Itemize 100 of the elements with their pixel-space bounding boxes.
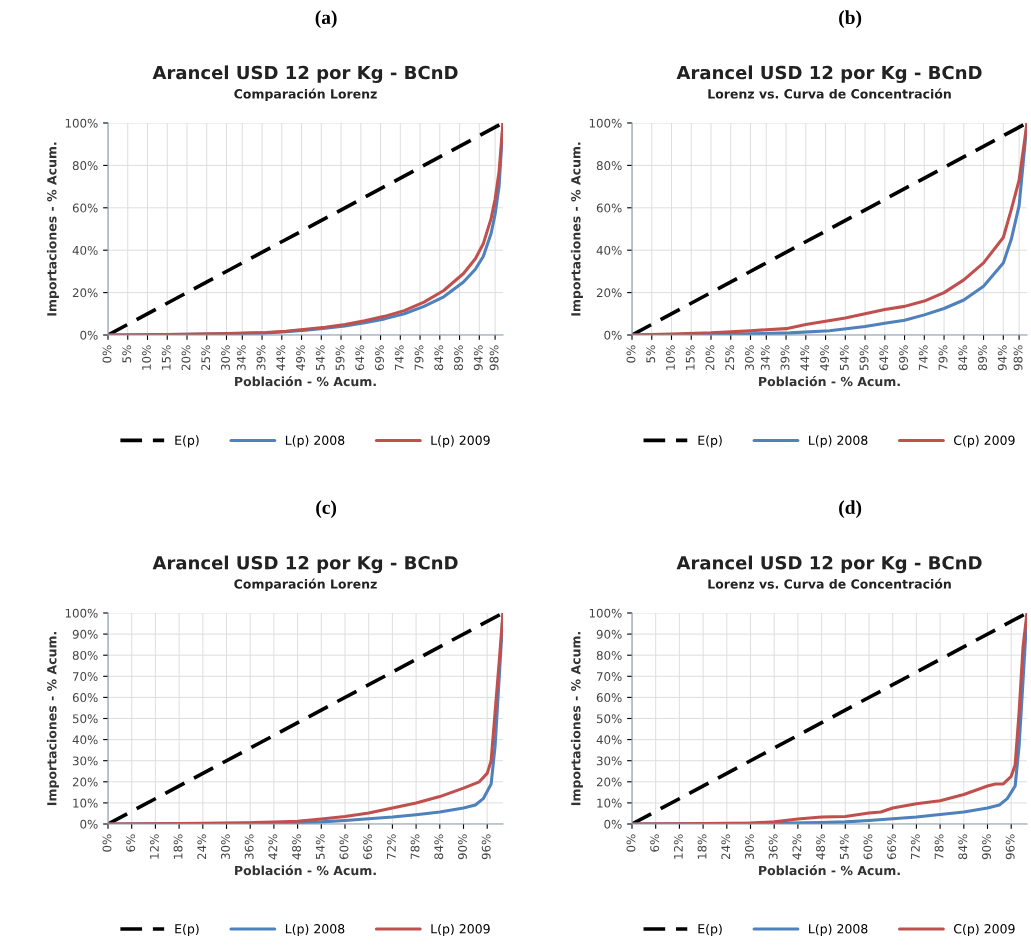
- y-tick-label: 80%: [72, 161, 98, 171]
- y-axis-title: Importaciones - % Acum.: [570, 632, 583, 806]
- x-tick-label: 30%: [221, 834, 230, 860]
- x-tick-label: 74%: [918, 345, 928, 370]
- x-tick-label: 90%: [982, 834, 991, 860]
- y-tick-label: 20%: [72, 288, 98, 298]
- legend-label: L(p) 2009: [431, 435, 490, 448]
- x-tick-label: 36%: [768, 834, 778, 860]
- x-axis-title: Población - % Acum.: [235, 376, 376, 387]
- x-tick-label: 64%: [355, 345, 365, 371]
- x-tick-label: 59%: [859, 345, 869, 371]
- y-tick-label: 70%: [597, 672, 622, 681]
- x-tick-label: 96%: [1005, 834, 1015, 860]
- x-tick-label: 98%: [489, 345, 499, 371]
- text: (d): [839, 500, 862, 518]
- x-tick-label: 15%: [161, 345, 171, 370]
- x-tick-label: 25%: [725, 345, 735, 371]
- y-tick-label: 50%: [596, 714, 622, 724]
- legend-label: C(p) 2009: [953, 435, 1015, 448]
- legend-label: E(p): [175, 435, 199, 448]
- x-tick-label: 59%: [335, 345, 345, 371]
- y-tick-label: 20%: [596, 288, 622, 298]
- x-tick-label: 0%: [102, 834, 112, 852]
- y-axis-title: Importaciones - % Acum.: [46, 632, 59, 806]
- x-tick-label: 94%: [997, 345, 1007, 371]
- x-tick-label: 54%: [839, 834, 849, 860]
- text: (b): [839, 10, 862, 28]
- legend-label: L(p) 2008: [285, 923, 345, 936]
- y-tick-label: 100%: [65, 118, 98, 128]
- x-tick-label: 24%: [197, 834, 207, 860]
- x-tick-label: 79%: [938, 345, 948, 370]
- x-tick-label: 49%: [296, 345, 305, 371]
- y-tick-label: 60%: [72, 203, 98, 213]
- x-tick-label: 5%: [646, 345, 656, 363]
- x-tick-label: 96%: [481, 834, 491, 860]
- x-tick-label: 0%: [102, 345, 112, 363]
- legend-label: E(p): [175, 923, 199, 936]
- x-tick-label: 0%: [626, 345, 636, 363]
- y-tick-label: 40%: [596, 245, 622, 255]
- x-tick-label: 90%: [458, 834, 467, 860]
- chart-subtitle: Comparación Lorenz: [234, 578, 377, 592]
- y-tick-label: 20%: [596, 777, 622, 787]
- x-tick-label: 39%: [780, 345, 790, 371]
- x-tick-label: 44%: [800, 345, 810, 371]
- x-tick-label: 44%: [276, 345, 286, 371]
- y-tick-label: 100%: [589, 608, 622, 618]
- x-tick-label: 89%: [978, 345, 987, 371]
- x-tick-label: 12%: [673, 834, 683, 859]
- x-tick-label: 30%: [745, 345, 754, 371]
- legend-label: L(p) 2008: [809, 435, 868, 448]
- x-tick-label: 36%: [244, 834, 254, 860]
- x-tick-label: 72%: [910, 834, 920, 859]
- x-tick-label: 72%: [386, 834, 396, 859]
- x-tick-label: 48%: [292, 834, 302, 860]
- x-tick-label: 6%: [650, 834, 660, 852]
- chart-title: Arancel USD 12 por Kg - BCnD: [676, 65, 982, 83]
- x-tick-label: 54%: [839, 345, 849, 371]
- x-tick-label: 69%: [899, 345, 908, 371]
- x-tick-label: 74%: [394, 345, 404, 370]
- x-tick-label: 10%: [142, 345, 151, 370]
- x-tick-label: 6%: [126, 834, 136, 852]
- legend-label: L(p) 2009: [431, 923, 490, 936]
- y-axis-title: Importaciones - % Acum.: [570, 142, 583, 316]
- x-tick-label: 42%: [792, 834, 802, 860]
- x-axis-title: Población - % Acum.: [759, 376, 900, 387]
- x-tick-label: 66%: [887, 834, 897, 860]
- x-tick-label: 79%: [414, 345, 424, 370]
- chart-title: Arancel USD 12 por Kg - BCnD: [152, 65, 458, 83]
- x-tick-label: 66%: [363, 834, 373, 860]
- legend-label: E(p): [698, 435, 722, 448]
- y-tick-label: 0%: [604, 330, 622, 340]
- x-tick-label: 84%: [434, 345, 444, 371]
- x-tick-label: 84%: [958, 834, 968, 860]
- y-axis-title: Importaciones - % Acum.: [46, 142, 59, 316]
- y-tick-label: 0%: [80, 330, 98, 340]
- y-tick-label: 60%: [596, 203, 622, 213]
- y-tick-label: 90%: [596, 629, 622, 639]
- x-tick-label: 78%: [934, 834, 944, 859]
- x-tick-label: 12%: [149, 834, 159, 859]
- y-tick-label: 0%: [604, 819, 622, 829]
- x-axis-title: Población - % Acum.: [759, 865, 900, 876]
- x-tick-label: 60%: [863, 834, 873, 860]
- x-tick-label: 49%: [820, 345, 829, 371]
- y-tick-label: 10%: [597, 798, 622, 808]
- y-tick-label: 80%: [72, 650, 98, 660]
- x-tick-label: 42%: [268, 834, 278, 860]
- y-tick-label: 40%: [596, 735, 622, 745]
- legend-label: C(p) 2009: [953, 923, 1015, 936]
- x-tick-label: 20%: [705, 345, 715, 371]
- y-tick-label: 90%: [72, 629, 98, 639]
- y-tick-label: 30%: [72, 756, 98, 766]
- x-tick-label: 15%: [685, 345, 695, 370]
- x-tick-label: 60%: [339, 834, 349, 860]
- x-tick-label: 39%: [256, 345, 266, 371]
- y-tick-label: 30%: [596, 756, 622, 766]
- x-tick-label: 30%: [745, 834, 754, 860]
- text: (c): [316, 500, 337, 518]
- x-tick-label: 84%: [434, 834, 444, 860]
- x-tick-label: 54%: [315, 834, 325, 860]
- x-tick-label: 84%: [958, 345, 968, 371]
